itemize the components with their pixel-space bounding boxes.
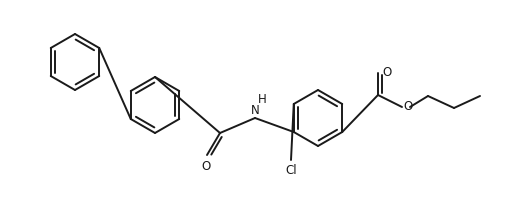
Text: Cl: Cl — [285, 164, 297, 177]
Text: H: H — [258, 93, 267, 106]
Text: N: N — [251, 104, 259, 117]
Text: O: O — [201, 160, 211, 173]
Text: O: O — [403, 99, 412, 113]
Text: O: O — [382, 66, 391, 78]
